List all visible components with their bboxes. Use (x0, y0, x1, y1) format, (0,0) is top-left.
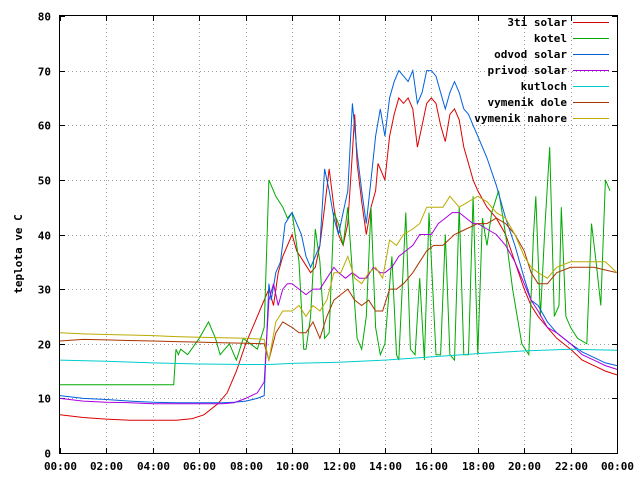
x-tick-label: 10:00 (276, 460, 309, 473)
y-tick-label: 30 (38, 284, 51, 297)
x-tick-label: 08:00 (230, 460, 263, 473)
legend-label-privod-solar: privod solar (488, 64, 568, 77)
plot-frame (59, 15, 618, 454)
y-tick-label: 60 (38, 120, 51, 133)
series-line-3ti-solar (59, 96, 618, 421)
x-tick-label: 22:00 (555, 460, 588, 473)
series-line-kotel (60, 147, 611, 386)
legend-label-vymenik-nahore: vymenik nahore (474, 112, 567, 125)
x-tick-label: 04:00 (137, 460, 170, 473)
y-tick-label: 40 (38, 230, 51, 243)
x-tick-label: 18:00 (462, 460, 495, 473)
y-tick-label: 20 (38, 339, 51, 352)
series-line-vymenik-nahore (59, 195, 618, 361)
series-line-kutloch (59, 348, 618, 365)
x-tick-label: 02:00 (90, 460, 123, 473)
series-lines (59, 68, 618, 421)
x-tick-label: 12:00 (323, 460, 356, 473)
legend-label-kutloch: kutloch (521, 80, 567, 93)
x-axis-ticks: 00:00 02:00 04:00 06:00 08:00 10:00 12:00 14:00… (44, 16, 634, 473)
x-tick-label: 14:00 (369, 460, 402, 473)
x-tick-label: 00:00 (601, 460, 634, 473)
y-tick-label: 10 (38, 393, 51, 406)
legend-label-odvod-solar: odvod solar (494, 48, 567, 61)
x-tick-label: 00:00 (44, 460, 77, 473)
grid-lines (60, 16, 617, 453)
y-axis-label: teplota ve C (12, 214, 25, 293)
y-axis-ticks: 0 10 20 30 40 50 60 70 80 (38, 11, 617, 461)
legend-label-vymenik-dole: vymenik dole (488, 96, 568, 109)
x-tick-label: 06:00 (183, 460, 216, 473)
y-tick-label: 50 (38, 175, 51, 188)
x-tick-label: 16:00 (415, 460, 448, 473)
series-line-odvod-solar (59, 68, 618, 404)
y-tick-label: 80 (38, 11, 51, 24)
y-tick-label: 70 (38, 66, 51, 79)
y-tick-label: 0 (44, 448, 51, 461)
legend: 3ti solar kotel odvod solar privod solar kut… (474, 16, 609, 125)
x-tick-label: 20:00 (508, 460, 541, 473)
legend-label-kotel: kotel (534, 32, 567, 45)
legend-label-3ti-solar: 3ti solar (507, 16, 567, 29)
